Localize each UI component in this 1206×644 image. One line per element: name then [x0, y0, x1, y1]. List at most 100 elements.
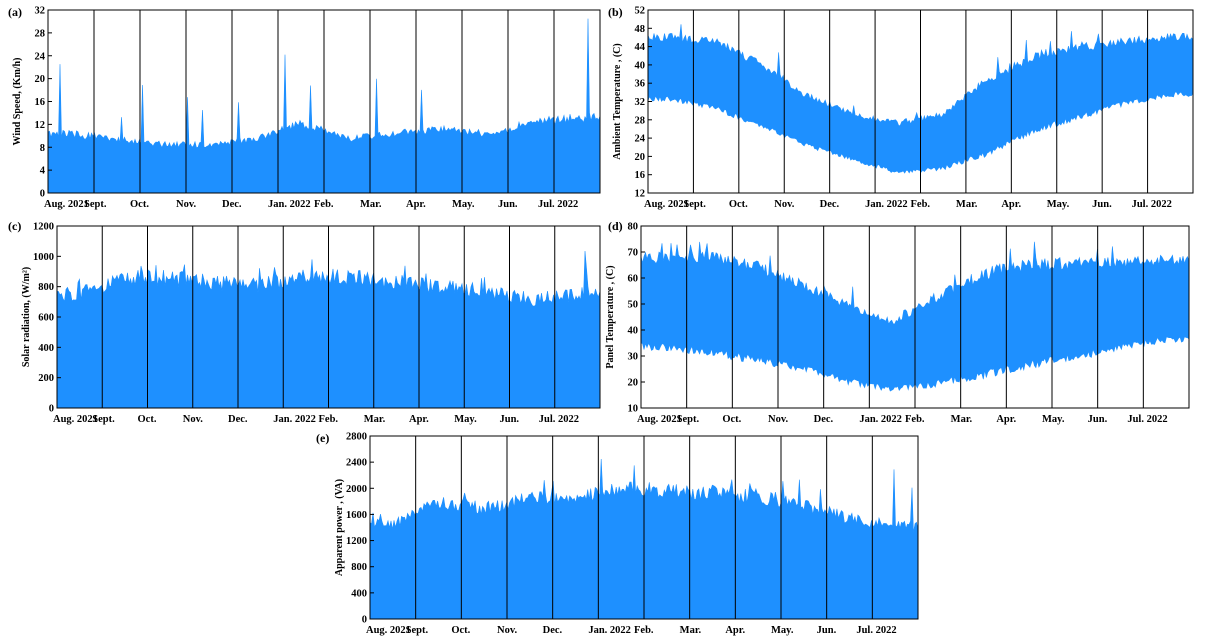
x-month-label: Apr.: [1001, 199, 1021, 210]
x-month-label: Oct.: [138, 414, 157, 425]
x-month-label: Apr.: [409, 414, 429, 425]
x-month-label: May.: [452, 199, 475, 210]
x-month-label: Jul. 2022: [1127, 414, 1167, 425]
x-month-label: Jun.: [1088, 414, 1108, 425]
y-tick-label: 0: [362, 615, 367, 626]
y-axis-title: Wind Speed, (Km/h): [12, 58, 23, 146]
x-month-label: Dec.: [820, 199, 840, 210]
y-tick-label: 36: [635, 79, 646, 90]
panel-label: (c): [8, 219, 21, 233]
y-tick-label: 20: [628, 378, 639, 389]
y-tick-label: 4: [40, 166, 46, 177]
y-tick-label: 52: [635, 6, 646, 17]
x-month-label: Jan. 2022: [859, 414, 902, 425]
y-tick-label: 400: [38, 343, 54, 354]
x-month-label: Aug. 2021: [44, 199, 89, 210]
x-month-label: Aug. 2021: [366, 625, 411, 636]
x-month-label: Apr.: [725, 625, 745, 636]
y-tick-label: 70: [628, 248, 639, 259]
x-month-label: Sept.: [683, 199, 706, 210]
y-tick-label: 48: [635, 24, 646, 35]
y-tick-label: 12: [635, 189, 646, 200]
x-month-label: Nov.: [497, 625, 518, 636]
x-month-label: Aug. 2021: [644, 199, 689, 210]
x-month-label: Dec.: [228, 414, 248, 425]
x-month-label: Feb.: [911, 199, 931, 210]
y-tick-label: 32: [35, 6, 46, 17]
x-month-label: Nov.: [176, 199, 197, 210]
x-month-label: May.: [1047, 199, 1070, 210]
y-tick-label: 12: [35, 120, 46, 131]
y-tick-label: 400: [351, 588, 367, 599]
x-month-label: Jul. 2022: [856, 625, 896, 636]
y-tick-label: 2400: [346, 458, 367, 469]
x-month-label: Jan. 2022: [273, 414, 316, 425]
x-month-label: Jun.: [498, 199, 518, 210]
y-tick-label: 1200: [346, 536, 367, 547]
x-month-label: Jan. 2022: [268, 199, 311, 210]
x-month-label: Mar.: [360, 199, 382, 210]
y-tick-label: 44: [635, 42, 646, 53]
x-month-label: Oct.: [729, 199, 748, 210]
y-axis-title: Ambient Temperature , (C): [612, 43, 623, 159]
y-tick-label: 80: [628, 222, 639, 233]
x-month-label: Jun.: [500, 414, 520, 425]
y-tick-label: 0: [40, 189, 45, 200]
y-axis-title: Apparent power , (VA): [334, 479, 345, 576]
y-tick-label: 16: [635, 170, 646, 181]
plot-frame: [640, 225, 1190, 409]
x-month-label: Jan. 2022: [588, 625, 631, 636]
x-month-label: Dec.: [814, 414, 834, 425]
x-month-label: Aug. 2021: [53, 414, 98, 425]
x-month-label: Jan. 2022: [865, 199, 908, 210]
x-month-label: Jul. 2022: [1132, 199, 1172, 210]
y-tick-label: 2000: [346, 484, 367, 495]
x-month-label: Apr.: [406, 199, 426, 210]
x-month-label: May.: [454, 414, 477, 425]
x-month-label: Dec.: [222, 199, 242, 210]
x-month-label: Feb.: [634, 625, 654, 636]
x-month-label: Apr.: [996, 414, 1016, 425]
x-month-label: Sept.: [84, 199, 107, 210]
x-month-label: Jul. 2022: [538, 199, 578, 210]
x-month-label: Mar.: [364, 414, 386, 425]
y-tick-label: 40: [635, 60, 646, 71]
x-month-label: Mar.: [951, 414, 973, 425]
y-tick-label: 60: [628, 274, 639, 285]
x-month-label: Nov.: [774, 199, 795, 210]
y-tick-label: 20: [35, 74, 46, 85]
y-tick-label: 200: [38, 373, 54, 384]
x-month-label: Oct.: [130, 199, 149, 210]
y-tick-label: 28: [35, 28, 46, 39]
y-tick-label: 800: [38, 282, 54, 293]
y-axis-title: Panel Temperature , (C): [605, 265, 616, 368]
y-tick-label: 24: [35, 51, 46, 62]
y-tick-label: 600: [38, 313, 54, 324]
y-tick-label: 24: [635, 134, 646, 145]
x-month-label: Oct.: [451, 625, 470, 636]
y-tick-label: 1200: [33, 222, 54, 233]
y-axis-title: Solar radiation, (W/m²): [21, 267, 32, 367]
x-month-label: Aug. 2021: [637, 414, 682, 425]
x-month-label: Sept.: [406, 625, 429, 636]
y-tick-label: 2800: [346, 432, 367, 443]
y-tick-label: 0: [49, 404, 54, 415]
x-month-label: Jun.: [817, 625, 837, 636]
y-tick-label: 50: [628, 300, 639, 311]
x-month-label: May.: [771, 625, 794, 636]
x-month-label: Nov.: [183, 414, 204, 425]
panel-label: (a): [8, 5, 22, 19]
panel-label: (d): [608, 219, 623, 233]
plot-frame: [369, 435, 919, 620]
y-tick-label: 800: [351, 562, 367, 573]
y-tick-label: 20: [635, 152, 646, 163]
x-month-label: Mar.: [680, 625, 702, 636]
y-tick-label: 40: [628, 326, 639, 337]
panel-label: (b): [608, 5, 623, 19]
x-month-label: Jun.: [1092, 199, 1112, 210]
x-month-label: Sept.: [677, 414, 700, 425]
